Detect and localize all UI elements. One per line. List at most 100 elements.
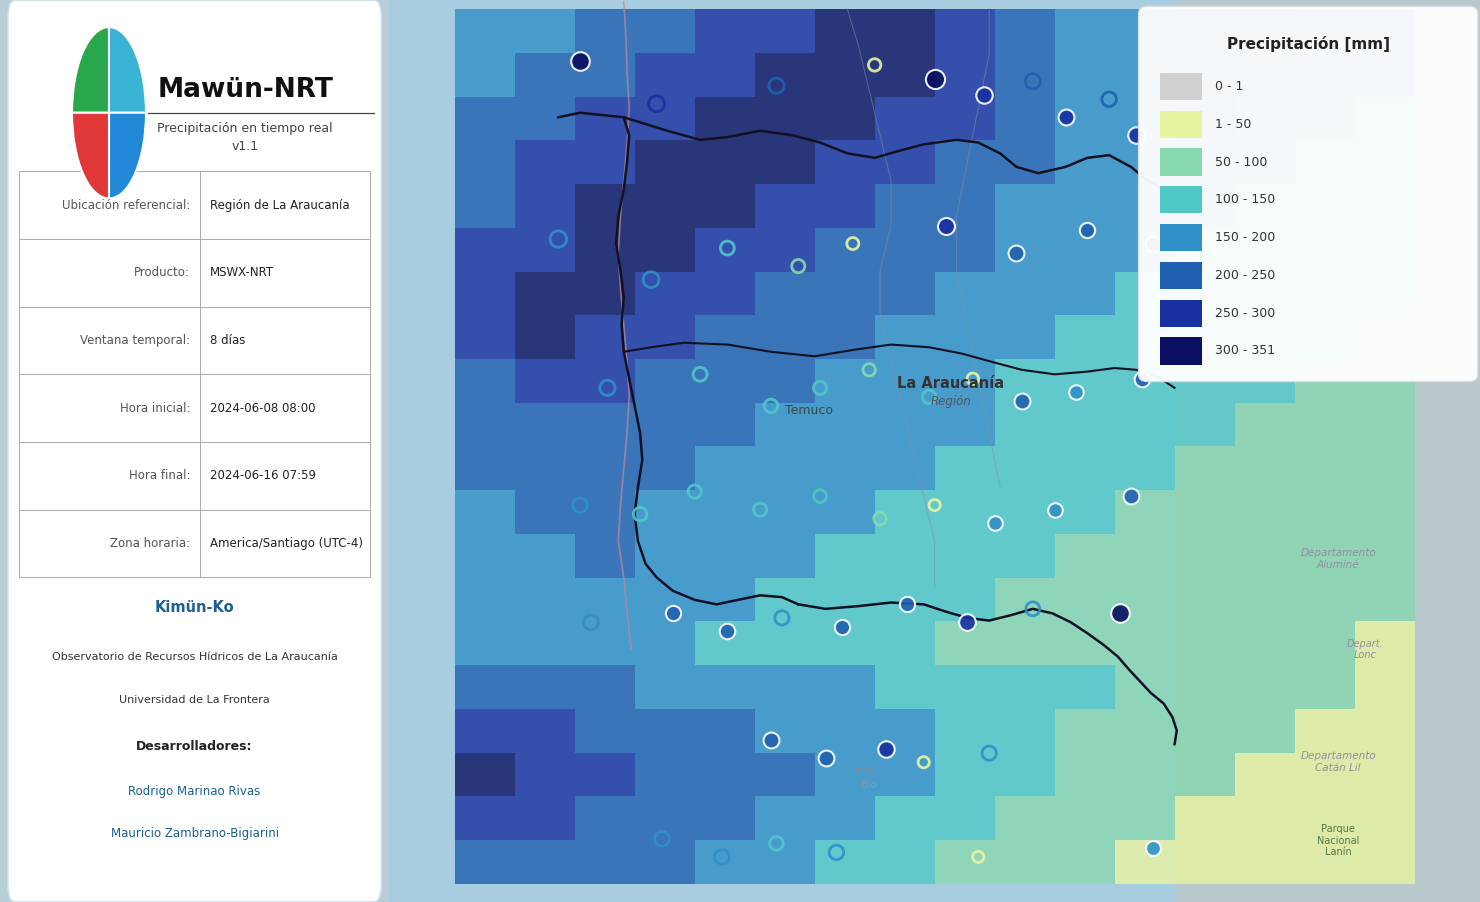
- Bar: [1354, 446, 1415, 491]
- Bar: [1055, 446, 1114, 491]
- Bar: [19, 307, 370, 374]
- Bar: [694, 491, 755, 534]
- Point: [579, 615, 602, 630]
- Bar: [1055, 359, 1114, 402]
- Text: Ventana temporal:: Ventana temporal:: [80, 334, 189, 347]
- Bar: [635, 841, 694, 884]
- Point: [912, 755, 935, 769]
- Point: [1141, 841, 1165, 855]
- Bar: [694, 446, 755, 491]
- Text: 0 - 1: 0 - 1: [1215, 80, 1243, 93]
- Point: [765, 78, 789, 93]
- Point: [1163, 106, 1187, 120]
- Text: Observatorio de Recursos Hídricos de La Araucanía: Observatorio de Recursos Hídricos de La …: [52, 652, 337, 662]
- Bar: [454, 53, 515, 97]
- Point: [1021, 602, 1045, 616]
- Bar: [1234, 534, 1295, 577]
- Text: 2024-06-08 08:00: 2024-06-08 08:00: [210, 401, 315, 415]
- Bar: [1175, 227, 1234, 272]
- Bar: [875, 402, 935, 446]
- Bar: [515, 841, 574, 884]
- Bar: [1175, 666, 1234, 709]
- Bar: [875, 140, 935, 184]
- Point: [1054, 110, 1077, 124]
- Bar: [814, 446, 875, 491]
- Bar: [995, 9, 1055, 53]
- Bar: [1175, 796, 1234, 841]
- Bar: [1114, 140, 1175, 184]
- Bar: [694, 796, 755, 841]
- Text: Hora inicial:: Hora inicial:: [120, 401, 189, 415]
- Bar: [515, 752, 574, 796]
- Bar: [814, 666, 875, 709]
- Bar: [515, 140, 574, 184]
- Bar: [635, 53, 694, 97]
- Bar: [1175, 184, 1234, 227]
- Point: [1097, 92, 1120, 106]
- Bar: [1295, 752, 1354, 796]
- Bar: [635, 359, 694, 402]
- Text: 100 - 150: 100 - 150: [1215, 193, 1276, 207]
- Bar: [1354, 578, 1415, 621]
- Bar: [574, 534, 635, 577]
- Bar: [995, 272, 1055, 315]
- Text: Mawün-NRT: Mawün-NRT: [157, 78, 333, 103]
- Bar: [1055, 272, 1114, 315]
- Text: Mauricio Zambrano-Bigiarini: Mauricio Zambrano-Bigiarini: [111, 827, 278, 840]
- Point: [1141, 236, 1165, 251]
- Bar: [1055, 666, 1114, 709]
- Bar: [1354, 666, 1415, 709]
- Bar: [755, 621, 814, 666]
- Bar: [995, 359, 1055, 402]
- Bar: [1175, 621, 1234, 666]
- Bar: [635, 666, 694, 709]
- Bar: [935, 9, 995, 53]
- Bar: [454, 709, 515, 752]
- Bar: [635, 621, 694, 666]
- Bar: [1354, 53, 1415, 97]
- Bar: [515, 272, 574, 315]
- Bar: [635, 446, 694, 491]
- Bar: [755, 184, 814, 227]
- Bar: [1295, 796, 1354, 841]
- Bar: [755, 709, 814, 752]
- Bar: [814, 709, 875, 752]
- Bar: [1175, 9, 1234, 53]
- Bar: [694, 621, 755, 666]
- Bar: [1295, 53, 1354, 97]
- Point: [972, 87, 996, 102]
- Bar: [694, 272, 755, 315]
- Bar: [1295, 666, 1354, 709]
- Bar: [935, 53, 995, 97]
- Bar: [454, 578, 515, 621]
- Bar: [1354, 841, 1415, 884]
- Bar: [694, 752, 755, 796]
- Point: [869, 511, 892, 526]
- Bar: [814, 272, 875, 315]
- Bar: [574, 491, 635, 534]
- Bar: [1114, 578, 1175, 621]
- Bar: [814, 491, 875, 534]
- Bar: [1055, 841, 1114, 884]
- Text: v1.1: v1.1: [232, 140, 259, 152]
- Point: [546, 232, 570, 246]
- Bar: [515, 796, 574, 841]
- Bar: [875, 9, 935, 53]
- Text: Producto:: Producto:: [135, 266, 189, 280]
- Bar: [1175, 578, 1234, 621]
- Bar: [515, 491, 574, 534]
- Bar: [1234, 53, 1295, 97]
- Bar: [635, 752, 694, 796]
- Bar: [1354, 184, 1415, 227]
- Text: Ang...: Ang...: [854, 766, 885, 777]
- Point: [1076, 223, 1100, 237]
- Bar: [635, 272, 694, 315]
- Point: [688, 367, 712, 382]
- Text: Región: Región: [931, 395, 971, 408]
- Bar: [935, 666, 995, 709]
- Bar: [1175, 534, 1234, 577]
- Bar: [995, 402, 1055, 446]
- Bar: [1114, 446, 1175, 491]
- Point: [1043, 502, 1067, 517]
- Bar: [1234, 621, 1295, 666]
